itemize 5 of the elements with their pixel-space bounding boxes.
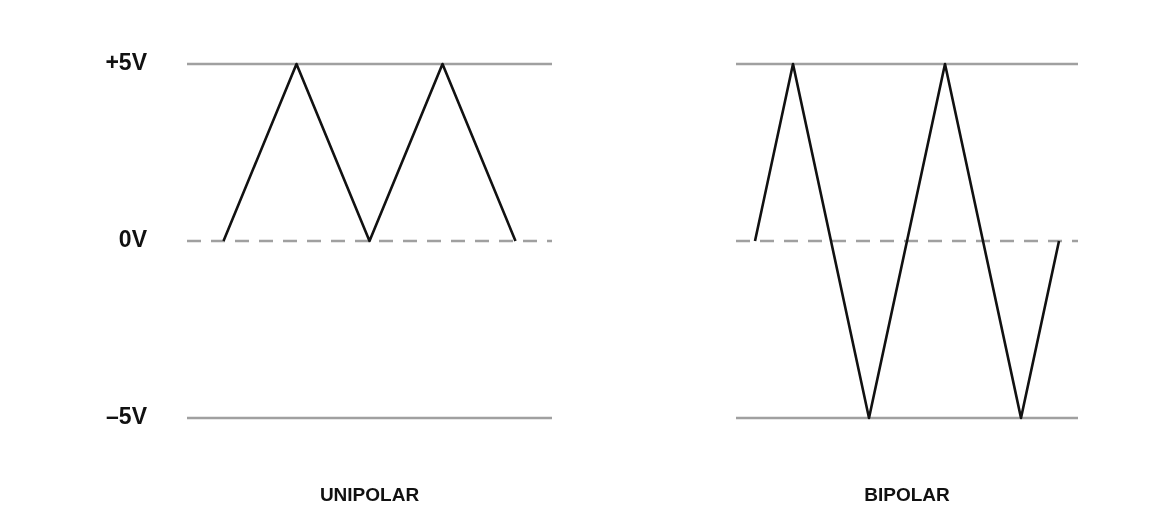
y-tick-label: +5V bbox=[105, 49, 148, 76]
y-tick-label: –5V bbox=[106, 403, 148, 430]
x-axis-title: BIPOLAR bbox=[864, 483, 951, 505]
x-axis-title: UNIPOLAR bbox=[319, 483, 420, 505]
y-tick-label: 0V bbox=[118, 226, 148, 253]
